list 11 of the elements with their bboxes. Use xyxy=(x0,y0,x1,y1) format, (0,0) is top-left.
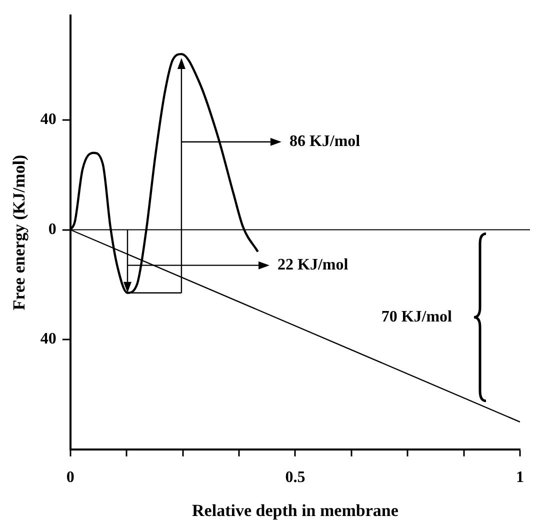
x-axis-title: Relative depth in membrane xyxy=(192,501,399,520)
x-tick-label: 1 xyxy=(516,469,524,486)
annotation: 22 KJ/mol xyxy=(278,256,349,274)
y-tick-label: 40 xyxy=(40,111,56,128)
annotation: 70 KJ/mol xyxy=(381,308,453,326)
x-tick-label: 0.5 xyxy=(285,469,306,486)
y-tick-label: 40 xyxy=(40,330,56,348)
x-tick-label: 0 xyxy=(66,469,74,486)
y-tick-label: 0 xyxy=(48,220,56,238)
y-axis-title: Free energy (KJ/mol) xyxy=(10,154,29,310)
annotation: 86 KJ/mol xyxy=(289,133,361,150)
